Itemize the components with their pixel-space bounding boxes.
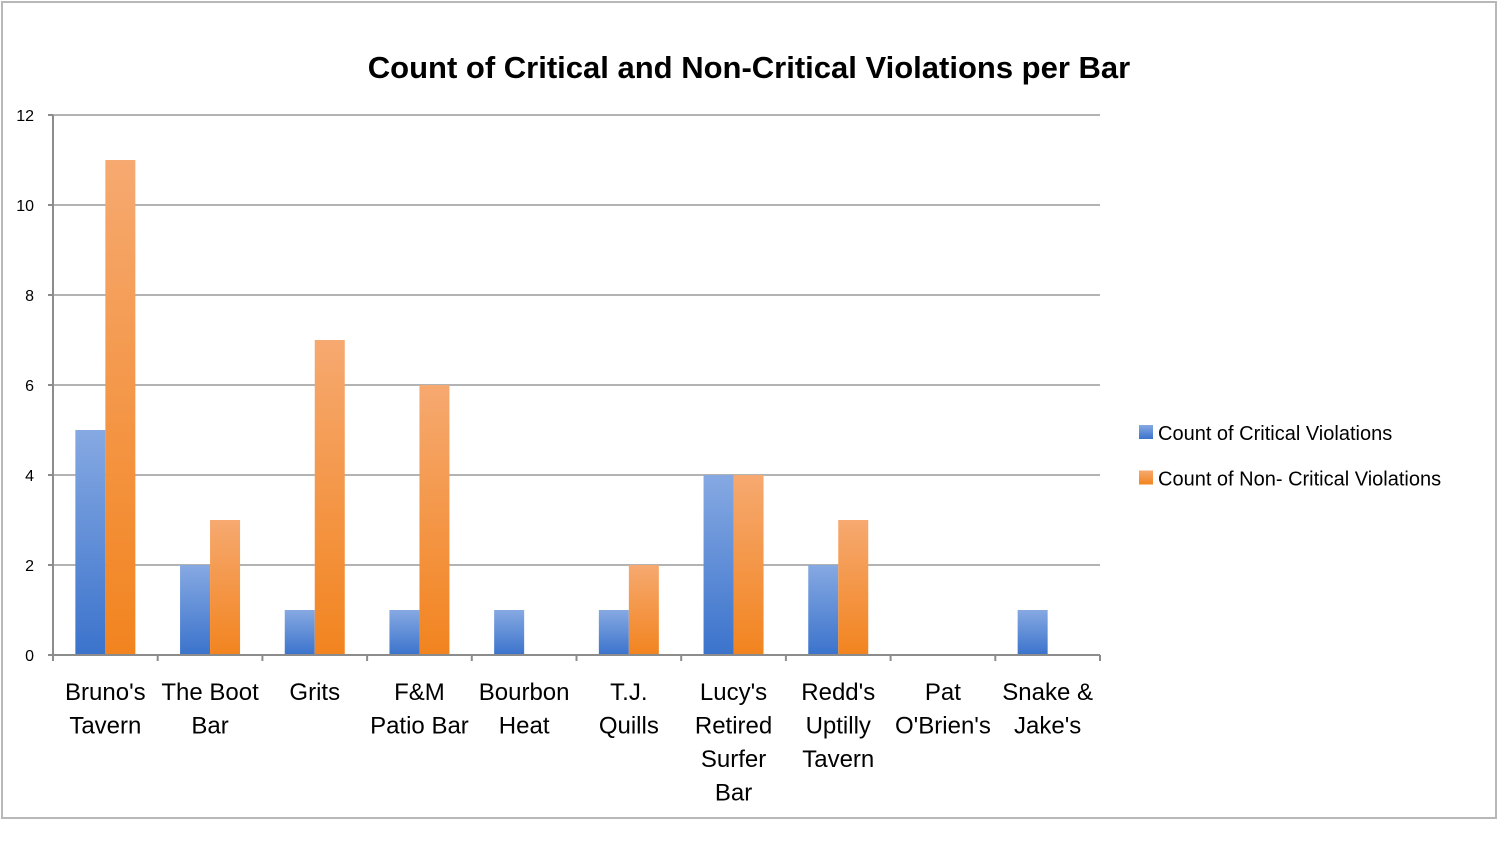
y-tick-label: 6: [25, 378, 34, 395]
legend-swatch: [1139, 470, 1153, 485]
x-tick-label-line: Bourbon: [479, 679, 570, 706]
bar-critical: [598, 610, 629, 655]
chart-title: Count of Critical and Non-Critical Viola…: [368, 50, 1130, 85]
x-tick-label-line: Lucy's: [700, 679, 767, 706]
grid-lines: [53, 114, 1100, 566]
x-tick-label-line: Heat: [499, 713, 550, 740]
y-tick-label: 12: [16, 108, 34, 125]
bar-critical: [1017, 610, 1048, 655]
y-tick-label: 0: [25, 648, 34, 665]
x-tick-label-line: T.J.: [610, 679, 647, 706]
x-tick-label: Bruno's Tavern: [65, 679, 146, 740]
bar-critical: [389, 610, 420, 655]
x-tick-label: Snake & Jake's: [1002, 679, 1093, 740]
bar-critical: [494, 610, 525, 655]
x-tick-label-line: F&M: [394, 679, 445, 706]
y-tick-label: 2: [25, 558, 34, 575]
x-tick-label-line: O'Brien's: [895, 713, 991, 740]
x-tick-label: Pat O'Brien's: [895, 679, 991, 740]
x-tick-label-line: Patio Bar: [370, 713, 469, 740]
x-tick-label: F&M Patio Bar: [370, 679, 469, 740]
bar-non-critical: [733, 475, 764, 655]
bar-non-critical: [628, 565, 659, 655]
legend: Count of Critical Violations Count of Non…: [1139, 423, 1441, 491]
legend-label: Count of Critical Violations: [1158, 423, 1392, 445]
y-tick-label: 4: [25, 468, 34, 485]
x-tick-label: Lucy's Retired Surfer Bar: [695, 679, 772, 807]
bar-critical: [703, 475, 734, 655]
x-tick-label-line: Bruno's: [65, 679, 146, 706]
x-tick-label: The Boot Bar: [161, 679, 259, 740]
x-tick-label-line: Quills: [599, 713, 659, 740]
x-tick-label-line: Retired: [695, 713, 772, 740]
x-tick-label-line: Redd's: [801, 679, 875, 706]
x-tick-label-line: The Boot: [161, 679, 259, 706]
y-tick-label: 8: [25, 288, 34, 305]
bar-critical: [75, 430, 106, 655]
bar-critical: [284, 610, 315, 655]
x-tick-label-line: Pat: [925, 679, 961, 706]
x-tick-label-line: Tavern: [69, 713, 141, 740]
x-tick-label: Grits: [289, 679, 340, 706]
bars: [75, 160, 1048, 655]
x-tick-label-line: Surfer: [701, 746, 766, 773]
x-tick-label: Bourbon Heat: [479, 679, 570, 740]
bar-non-critical: [838, 520, 869, 655]
y-axis-ticks: 0 2 4 6 8 10 12: [16, 108, 53, 665]
x-tick-label-line: Bar: [191, 713, 228, 740]
x-tick-label-line: Grits: [289, 679, 340, 706]
chart-frame: [1, 1, 1497, 819]
x-tick-label-line: Uptilly: [806, 713, 871, 740]
x-tick-label-line: Tavern: [802, 746, 874, 773]
x-tick-label-line: Bar: [715, 780, 752, 807]
bar-non-critical: [105, 160, 136, 655]
bar-non-critical: [210, 520, 241, 655]
x-tick-label-line: Snake &: [1002, 679, 1093, 706]
x-tick-label: T.J. Quills: [599, 679, 659, 740]
legend-label: Count of Non- Critical Violations: [1158, 469, 1441, 491]
x-tick-label-line: Jake's: [1014, 713, 1081, 740]
y-tick-label: 10: [16, 198, 34, 215]
bar-critical: [808, 565, 839, 655]
bar-non-critical: [419, 385, 450, 655]
legend-swatch: [1139, 425, 1153, 439]
bar-critical: [180, 565, 211, 655]
x-axis-ticks: Bruno's Tavern The Boot Bar Grits F&M Patio Ba…: [65, 679, 1093, 807]
bar-non-critical: [314, 340, 345, 655]
x-tick-label: Redd's Uptilly Tavern: [801, 679, 875, 773]
